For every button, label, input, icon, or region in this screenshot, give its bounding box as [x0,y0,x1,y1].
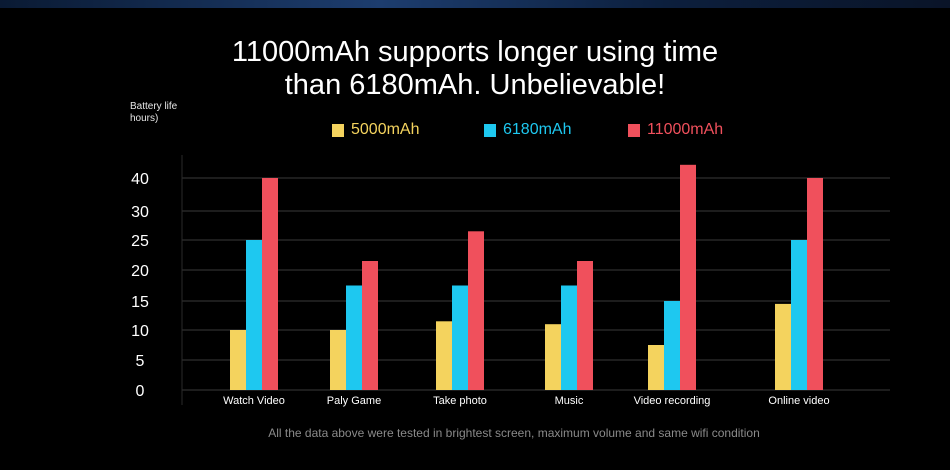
bar-5000mAh-take-photo [436,321,452,390]
bar-11000mAh-paly-game [362,261,378,390]
bar-6180mAh-paly-game [346,285,362,390]
y-axis-label-line-1: Battery life [130,101,178,112]
y-tick-label-10: 10 [131,323,149,340]
y-tick-label-20: 20 [131,263,149,280]
y-axis-label: Battery life hours) [130,101,177,125]
legend-swatch-11000 [628,124,640,137]
y-tick-label-30: 30 [131,204,149,221]
bar-6180mAh-music [561,285,577,390]
x-tick-label-music: Music [555,395,584,407]
bar-11000mAh-watch-video [262,178,278,390]
legend-label-6180: 6180mAh [503,121,572,138]
y-tick-label-40: 40 [131,171,149,188]
bar-11000mAh-video-recording [680,164,696,390]
title-line-1: 11000mAh supports longer using time [231,36,719,68]
y-tick-label-0: 0 [136,383,145,400]
x-tick-label-watch-video: Watch Video [223,395,285,407]
bar-5000mAh-music [545,324,561,390]
chart-title: 11000mAh supports longer using time than… [0,36,950,102]
x-tick-label-online-video: Online video [768,395,829,407]
bar-6180mAh-video-recording [664,301,680,390]
bar-5000mAh-watch-video [230,330,246,390]
bar-11000mAh-music [577,261,593,390]
bar-6180mAh-online-video [791,240,807,390]
bar-11000mAh-online-video [807,178,823,390]
y-axis-label-line-2: hours) [130,113,159,124]
x-tick-label-take-photo: Take photo [433,395,487,407]
bar-5000mAh-paly-game [330,330,346,390]
y-tick-label-15: 15 [131,294,149,311]
legend-label-11000: 11000mAh [647,121,724,138]
top-glow-band [0,0,950,8]
legend-swatch-6180 [484,124,496,137]
bar-11000mAh-take-photo [468,231,484,390]
footnote: All the data above were tested in bright… [268,426,760,440]
x-tick-label-paly-game: Paly Game [327,395,381,407]
legend-label-5000: 5000mAh [351,121,420,138]
bar-5000mAh-online-video [775,303,791,390]
y-tick-label-25: 25 [131,233,149,250]
title-line-2: than 6180mAh. Unbelievable! [284,69,666,101]
x-tick-label-video-recording: Video recording [634,395,711,407]
y-tick-label-5: 5 [136,353,145,370]
bar-6180mAh-watch-video [246,240,262,390]
bar-5000mAh-video-recording [648,345,664,390]
legend-swatch-5000 [332,124,344,137]
bar-6180mAh-take-photo [452,285,468,390]
